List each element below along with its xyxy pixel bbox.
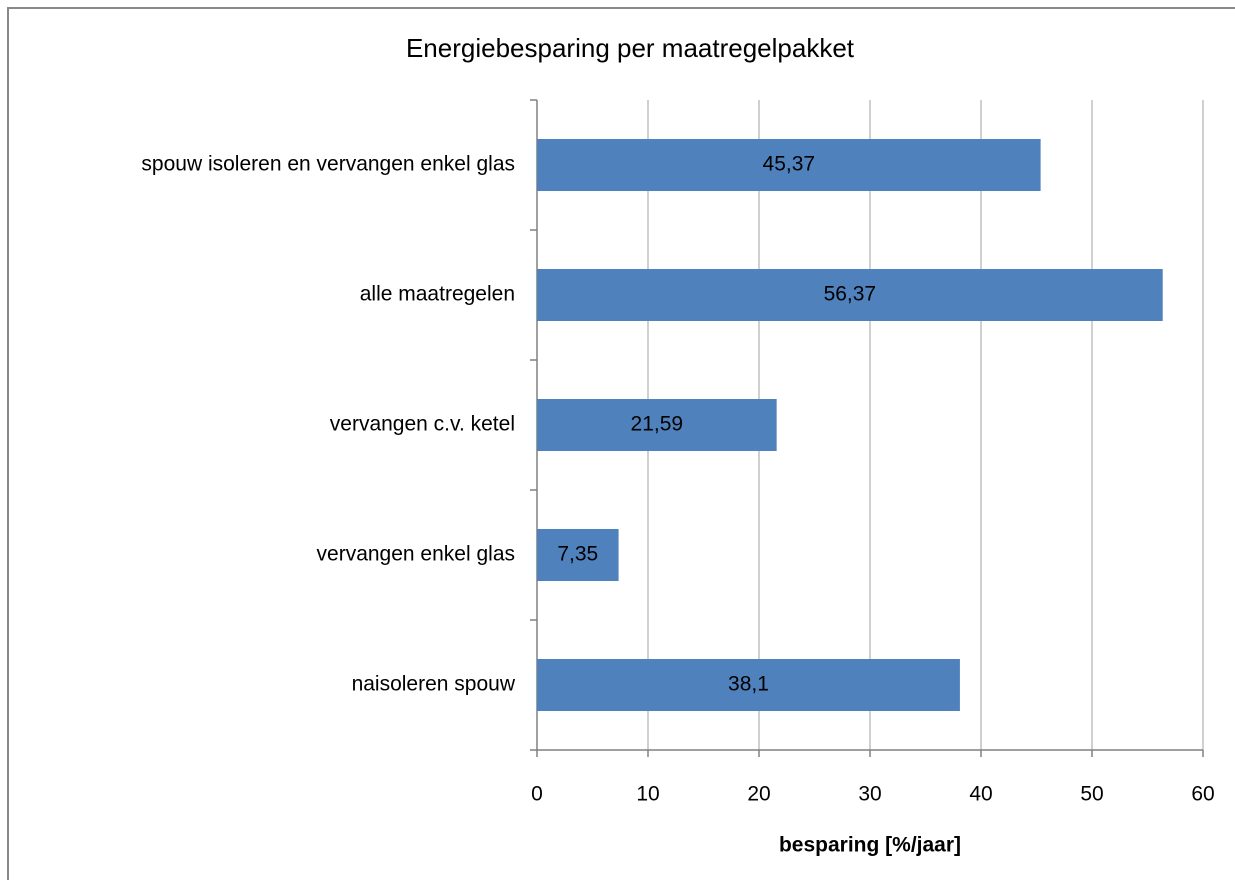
y-tick-label: naisoleren spouw (352, 673, 516, 696)
data-label: 45,37 (763, 153, 816, 176)
bar (537, 659, 960, 711)
data-label: 38,1 (728, 673, 769, 696)
x-axis-title: besparing [%/jaar] (779, 834, 961, 857)
x-tick-label: 60 (1191, 783, 1214, 806)
bar (537, 399, 777, 451)
x-tick-label: 10 (636, 783, 659, 806)
chart-title: Energiebesparing per maatregelpakket (406, 33, 855, 63)
y-tick-label: vervangen enkel glas (317, 543, 515, 566)
x-tick-label: 30 (858, 783, 881, 806)
y-tick-label: spouw isoleren en vervangen enkel glas (141, 153, 515, 176)
y-tick-label: vervangen c.v. ketel (330, 413, 515, 436)
chart-frame (7, 7, 1235, 880)
data-label: 21,59 (631, 413, 684, 436)
x-tick-label: 0 (531, 783, 543, 806)
data-label: 56,37 (824, 283, 877, 306)
data-label: 7,35 (557, 543, 598, 566)
y-tick-label: alle maatregelen (360, 283, 515, 306)
bar (537, 529, 619, 581)
bar (537, 269, 1163, 321)
bar (537, 139, 1041, 191)
x-tick-label: 50 (1080, 783, 1103, 806)
x-tick-label: 40 (969, 783, 992, 806)
x-tick-label: 20 (747, 783, 770, 806)
